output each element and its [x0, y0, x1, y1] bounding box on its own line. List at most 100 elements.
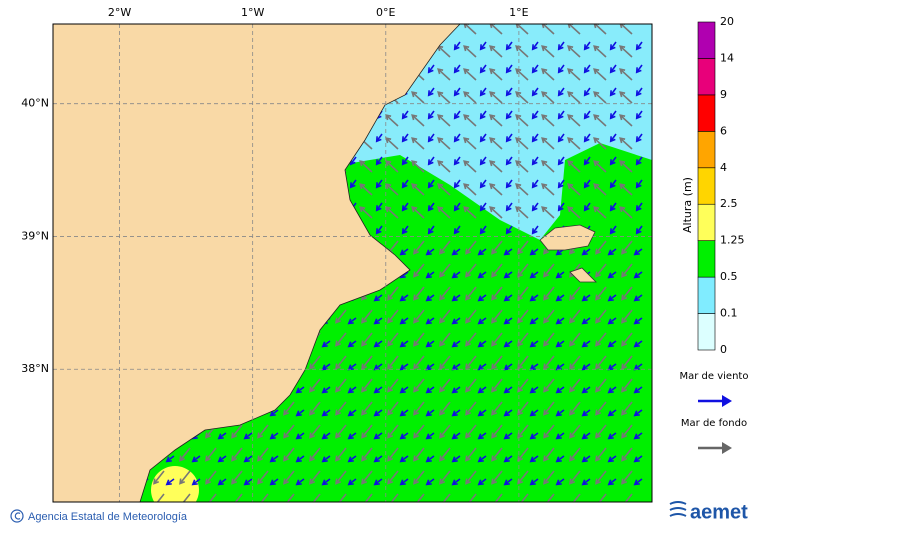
arrow [375, 202, 383, 212]
arrow [503, 271, 513, 279]
arrow [347, 478, 357, 486]
arrow [427, 87, 435, 97]
arrow [531, 41, 539, 51]
arrow [399, 409, 409, 417]
arrow [543, 493, 555, 502]
arrow [399, 248, 409, 256]
arrow [465, 493, 477, 502]
arrow [569, 309, 581, 324]
arrow [569, 355, 581, 370]
arrow [387, 424, 399, 439]
arrow [593, 24, 607, 35]
arrow [503, 294, 513, 302]
arrow [515, 206, 529, 219]
arrow [425, 432, 435, 440]
arrow [425, 455, 435, 463]
arrow [243, 501, 253, 502]
arrow [439, 309, 451, 324]
arrow [633, 248, 643, 256]
arrow [453, 133, 461, 143]
arrow [425, 248, 435, 256]
arrow [295, 409, 305, 417]
arrow [321, 340, 331, 348]
arrow [347, 317, 357, 325]
colorbar-label: 1.25 [720, 234, 745, 247]
arrow [541, 137, 555, 150]
arrow [373, 501, 383, 502]
arrow [413, 401, 425, 416]
arrow [541, 114, 555, 127]
arrow [373, 340, 383, 348]
arrow [517, 309, 529, 324]
arrow [581, 317, 591, 325]
arrow [491, 378, 503, 393]
arrow [593, 183, 607, 196]
arrow [543, 447, 555, 462]
arrow [593, 68, 607, 81]
arrow [505, 156, 513, 166]
arrow [463, 137, 477, 150]
arrow [165, 455, 175, 463]
arrow [491, 470, 503, 485]
arrow [569, 286, 581, 301]
colorbar-label: 0.1 [720, 307, 738, 320]
arrow [375, 156, 383, 166]
legend-arrow-head [722, 442, 732, 454]
arrow [593, 45, 607, 58]
arrow [179, 447, 191, 462]
arrow [269, 409, 279, 417]
arrow [503, 317, 513, 325]
arrow [583, 202, 591, 212]
arrow [505, 41, 513, 51]
arrow [489, 160, 503, 173]
arrow [375, 133, 383, 143]
arrow [621, 378, 633, 393]
arrow [401, 110, 409, 120]
arrow [593, 160, 607, 173]
arrow [283, 401, 295, 416]
arrow [609, 133, 617, 143]
arrow [515, 45, 529, 58]
arrow [401, 225, 409, 235]
arrow [583, 110, 591, 120]
colorbar-title: Altura (m) [681, 177, 694, 233]
arrow [583, 41, 591, 51]
arrow [619, 160, 633, 173]
arrow [531, 156, 539, 166]
arrow [479, 225, 487, 235]
arrow [283, 470, 295, 485]
arrow [621, 286, 633, 301]
arrow [439, 424, 451, 439]
arrow [491, 309, 503, 324]
arrow [427, 110, 435, 120]
legend-arrow-head [722, 395, 732, 407]
arrow [491, 263, 503, 278]
arrow [595, 424, 607, 439]
arrow [543, 332, 555, 347]
arrow [609, 225, 617, 235]
arrow [347, 501, 357, 502]
arrow [465, 263, 477, 278]
arrow [595, 332, 607, 347]
arrow [453, 41, 461, 51]
arrow [361, 378, 373, 393]
arrow [543, 355, 555, 370]
arrow [541, 160, 555, 173]
arrow [607, 340, 617, 348]
arrow [595, 470, 607, 485]
arrow [515, 68, 529, 81]
arrow [477, 409, 487, 417]
arrow [295, 455, 305, 463]
arrow [477, 455, 487, 463]
arrow [335, 309, 347, 324]
arrow [633, 409, 643, 417]
arrow [517, 355, 529, 370]
arrow [385, 137, 399, 150]
arrow [515, 160, 529, 173]
arrow [387, 447, 399, 462]
graticule [53, 24, 652, 502]
arrow [439, 332, 451, 347]
lat-label: 39°N [21, 229, 49, 242]
arrow [557, 202, 565, 212]
arrow [557, 41, 565, 51]
